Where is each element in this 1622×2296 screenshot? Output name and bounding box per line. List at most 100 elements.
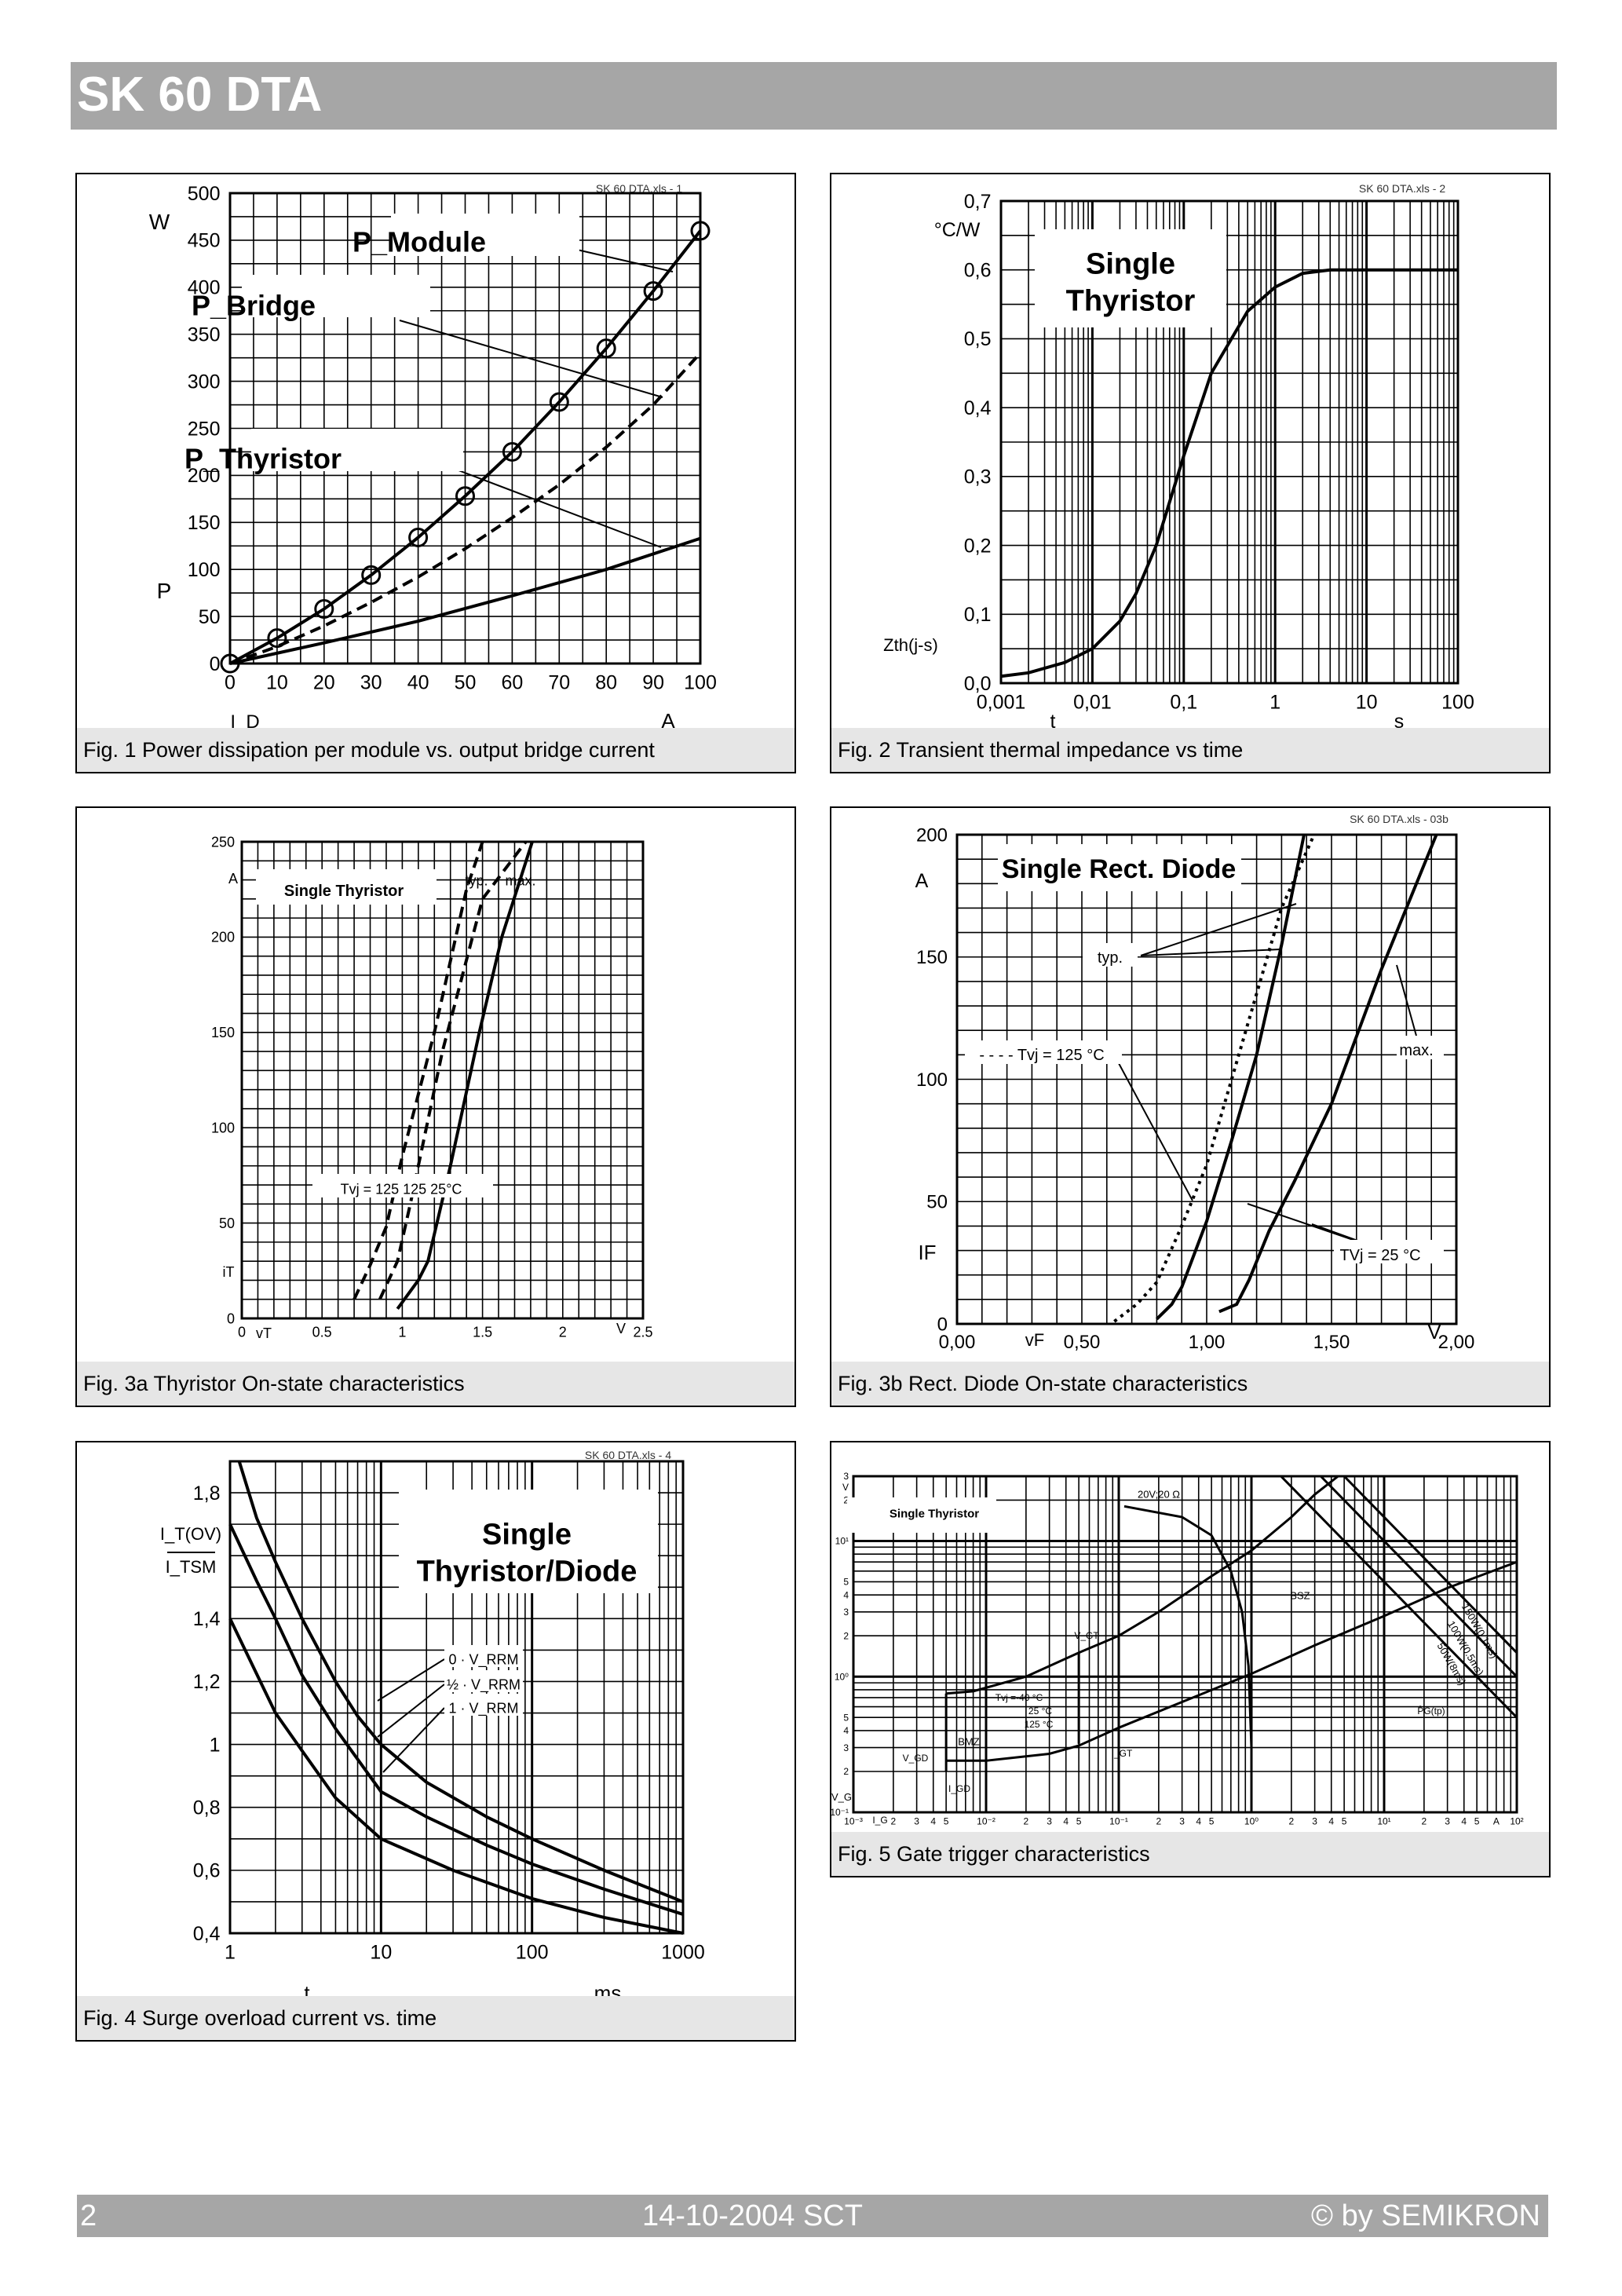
x-tick-label: A <box>1493 1816 1500 1827</box>
x-tick-label: 2,00 <box>1438 1332 1475 1353</box>
x-tick-label: 0,01 <box>1073 692 1112 714</box>
x-tick-label: 10 <box>370 1942 392 1964</box>
annotation-background <box>1397 1036 1444 1059</box>
y-tick-label: 3 <box>843 1471 849 1482</box>
y-tick-label: 2 <box>843 1630 849 1641</box>
x-tick-label: 2 <box>1422 1816 1427 1827</box>
figure-3a-panel: 0 0.5 1 1.5 2 2.5 0 50 100 150 200 250 Single Thyris… <box>75 806 796 1407</box>
y-tick-label: 1,4 <box>193 1608 221 1630</box>
x-tick-label: 10⁻¹ <box>1109 1816 1128 1827</box>
thyristor-on-state-chart: 0 0.5 1 1.5 2 2.5 0 50 100 150 200 250 Single Thyris… <box>211 834 653 1341</box>
annotation-background <box>256 869 437 905</box>
y-tick-label: 400 <box>188 277 221 299</box>
series-line-1 <box>229 229 702 665</box>
y-tick-label: 200 <box>188 465 221 487</box>
x-tick-label: 4 <box>1328 1816 1334 1827</box>
axis-label: A <box>915 870 929 892</box>
plot-frame <box>955 833 1458 1325</box>
x-tick-label: 2 <box>559 1324 567 1340</box>
thermal-impedance-chart: 0,001 0,01 0,1 1 10 100 0,0 0,1 0,2 0,3 0,4 0,5 0,6 0… <box>883 182 1474 728</box>
page-header: SK 60 DTA <box>71 62 1557 130</box>
data-point-marker <box>549 392 569 412</box>
figure-caption: Fig. 4 Surge overload current vs. time <box>77 1996 795 2040</box>
annotation-label: 20V;20 Ω <box>1138 1489 1180 1501</box>
y-tick-label: 500 <box>188 183 221 205</box>
y-tick-label: 100 <box>916 1069 948 1091</box>
page-number: 2 <box>80 2199 97 2232</box>
annotation-label: BSZ <box>1290 1590 1310 1602</box>
file-reference: SK 60 DTA.xls - 4 <box>585 1449 671 1461</box>
x-tick-label: 20 <box>313 672 335 694</box>
axis-label: A <box>661 709 675 728</box>
document-title: SK 60 DTA <box>77 68 323 122</box>
annotation-label: Single <box>482 1518 572 1551</box>
annotation-background <box>1334 1240 1444 1263</box>
x-tick-label: 40 <box>407 672 429 694</box>
y-tick-label: 0,6 <box>964 259 992 281</box>
x-tick-label: 10⁻² <box>977 1816 995 1827</box>
x-tick-label: 0,001 <box>977 692 1026 714</box>
annotation-label: 1 · V_RRM <box>448 1700 518 1717</box>
file-reference: SK 60 DTA.xls - 1 <box>596 182 682 195</box>
figure-2-panel: 0,001 0,01 0,1 1 10 100 0,0 0,1 0,2 0,3 0,4 0,5 0,6 0… <box>830 173 1551 773</box>
x-tick-label: 4 <box>1196 1816 1201 1827</box>
x-tick-label: 60 <box>501 672 523 694</box>
x-tick-label: 1 <box>1269 692 1280 714</box>
y-tick-label: 0,4 <box>964 397 992 419</box>
leader-line <box>377 1684 445 1738</box>
series-line-2 <box>946 1560 1518 1762</box>
annotation-label: P_Thyristor <box>184 443 342 475</box>
figure-3b-panel: 0,00 0,50 1,00 1,50 2,00 0 50 100 150 200 Single R… <box>830 806 1551 1407</box>
data-point-marker <box>643 281 663 302</box>
leader-line <box>1140 903 1297 956</box>
x-tick-label: 90 <box>642 672 664 694</box>
x-tick-label: 0,1 <box>1170 692 1197 714</box>
axis-label: vT <box>256 1325 272 1341</box>
series-line-2 <box>228 1523 684 1916</box>
annotation-label: I_GD <box>948 1783 970 1794</box>
x-tick-label: 3 <box>1047 1816 1052 1827</box>
y-tick-label: V <box>842 1482 849 1493</box>
axis-label: t <box>1050 711 1056 728</box>
annotation-background <box>1035 229 1226 327</box>
series-line-2 <box>378 840 528 1300</box>
annotation-label: P_Bridge <box>192 290 316 322</box>
x-tick-label: 1,00 <box>1189 1332 1226 1353</box>
data-point-marker <box>502 441 522 462</box>
annotation-label: max. <box>505 872 535 888</box>
data-point-marker <box>596 338 616 359</box>
x-tick-label: 10¹ <box>1377 1816 1390 1827</box>
power-dissipation-chart: 0 10 20 30 40 50 60 70 80 90 100 0 50 100 150 200 250 300… <box>149 182 717 728</box>
figure-caption: Fig. 3b Rect. Diode On-state characteris… <box>831 1362 1549 1406</box>
data-point-marker <box>408 527 429 547</box>
y-tick-label: 0,1 <box>964 604 992 626</box>
plot-frame <box>228 1460 685 1935</box>
x-tick-label: 2 <box>1156 1816 1162 1827</box>
plot-frame <box>228 192 702 665</box>
axis-label: t <box>304 1981 310 1996</box>
diode-on-state-chart: 0,00 0,50 1,00 1,50 2,00 0 50 100 150 200 Single R… <box>915 813 1475 1353</box>
axis-label: IF <box>918 1241 936 1264</box>
file-reference: SK 60 DTA.xls - 03b <box>1350 813 1448 825</box>
data-point-marker <box>314 599 334 620</box>
y-tick-label: 200 <box>211 930 235 945</box>
data-point-marker <box>455 486 475 506</box>
y-tick-label: 1 <box>210 1734 221 1756</box>
y-tick-label: 250 <box>211 834 235 850</box>
x-tick-label: 2 <box>1024 1816 1029 1827</box>
x-tick-label: 1.5 <box>473 1324 492 1340</box>
series-line-3 <box>1218 834 1438 1314</box>
leader-line <box>1140 949 1281 956</box>
y-tick-label: 3 <box>843 1607 849 1618</box>
y-tick-label: 450 <box>188 230 221 252</box>
leader-line <box>458 470 662 548</box>
annotation-label: V_GT <box>1074 1630 1099 1641</box>
x-tick-label: 3 <box>1179 1816 1185 1827</box>
series-line-3 <box>228 1618 684 1935</box>
y-tick-label: 2 <box>843 1766 849 1777</box>
x-tick-label: 5 <box>944 1816 949 1827</box>
series-line-4 <box>1343 1475 1518 1654</box>
x-tick-label: 4 <box>1461 1816 1467 1827</box>
x-tick-label: 30 <box>360 672 382 694</box>
annotation-background <box>391 214 579 256</box>
